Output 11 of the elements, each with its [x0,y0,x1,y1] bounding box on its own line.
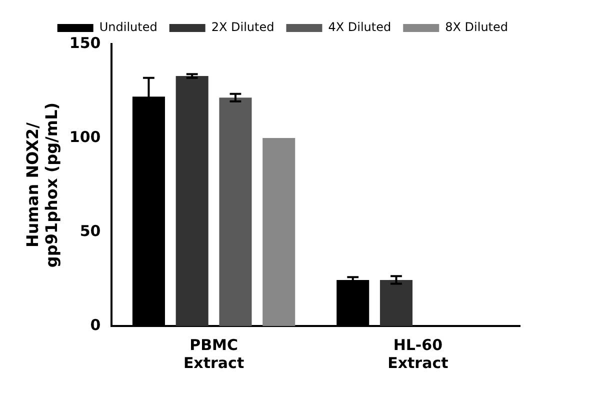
y-tick-label: 100 [69,128,101,146]
x-tick-label: PBMC Extract [183,336,244,372]
x-tick-label: HL-60 Extract [388,336,448,372]
y-axis-title: Human NOX2/ gp91phox (pg/mL) [22,102,61,268]
legend-label: Undiluted [99,20,158,34]
legend-label: 8X Diluted [445,20,508,34]
y-tick-label: 0 [90,316,101,334]
legend-label: 4X Diluted [328,20,392,34]
y-tick-label: 50 [80,222,101,240]
y-tick-label: 150 [69,34,101,52]
legend-label: 2X Diluted [211,20,274,34]
